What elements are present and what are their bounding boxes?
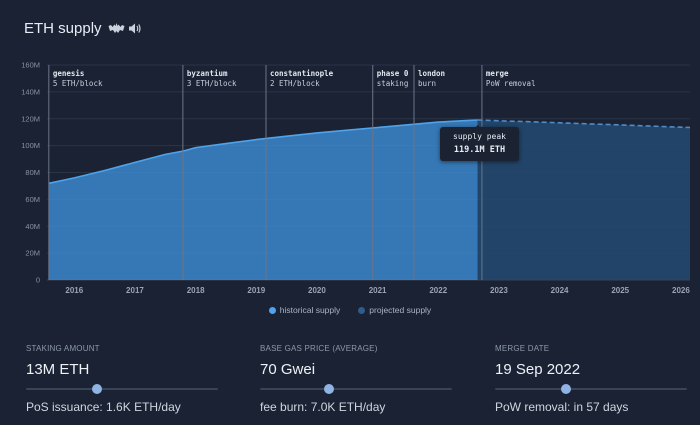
legend-projected-label: projected supply xyxy=(369,305,432,315)
y-tick-label: 60M xyxy=(25,195,40,204)
gas-price-value: 70 Gwei xyxy=(260,361,316,378)
gas-price-control: BASE GAS PRICE (AVERAGE) 70 Gwei fee bur… xyxy=(260,344,460,414)
fee-burn-note: fee burn: 7.0K ETH/day xyxy=(260,400,386,414)
bat-icon xyxy=(108,23,125,33)
annotation-subtitle: staking xyxy=(377,79,409,88)
chart-title-row: ETH supply xyxy=(24,20,142,37)
legend-historical[interactable]: historical supply xyxy=(268,305,341,315)
annotation-title: phase 0 xyxy=(377,69,409,78)
legend-historical-swatch xyxy=(268,306,276,314)
annotation-subtitle: 2 ETH/block xyxy=(270,79,320,88)
slider-track xyxy=(495,388,687,390)
x-tick-label: 2025 xyxy=(611,286,629,295)
annotation-subtitle: 3 ETH/block xyxy=(187,79,237,88)
slider-track xyxy=(26,388,218,390)
y-tick-label: 100M xyxy=(21,141,40,150)
annotation-title: merge xyxy=(486,69,509,78)
annotation-subtitle: 5 ETH/block xyxy=(53,79,103,88)
merge-date-label: MERGE DATE xyxy=(495,344,550,353)
projected-supply-line xyxy=(477,119,691,129)
y-tick-label: 0 xyxy=(36,276,40,285)
annotation-title: byzantium xyxy=(187,69,228,78)
annotation-subtitle: burn xyxy=(418,79,436,88)
merge-date-slider[interactable] xyxy=(495,384,687,394)
gas-price-slider[interactable] xyxy=(260,384,452,394)
gas-price-label: BASE GAS PRICE (AVERAGE) xyxy=(260,344,378,353)
x-tick-label: 2020 xyxy=(308,286,326,295)
staking-amount-label: STAKING AMOUNT xyxy=(26,344,100,353)
legend-projected[interactable]: projected supply xyxy=(358,305,431,315)
tooltip-label: supply peak xyxy=(453,132,506,141)
projected-supply-area xyxy=(477,120,690,280)
legend-historical-label: historical supply xyxy=(279,305,341,315)
x-tick-label: 2017 xyxy=(126,286,144,295)
x-tick-label: 2023 xyxy=(490,286,508,295)
y-tick-label: 20M xyxy=(25,249,40,258)
x-tick-label: 2026 xyxy=(672,286,690,295)
x-axis-ticks: 2016 2017 2018 2019 2020 2021 2022 2023 2024 2025… xyxy=(65,286,690,295)
x-tick-label: 2019 xyxy=(247,286,265,295)
y-tick-label: 140M xyxy=(21,87,40,96)
chart-areas xyxy=(48,119,691,280)
historical-supply-area xyxy=(48,120,478,280)
annotation-title: genesis xyxy=(53,69,85,78)
y-axis-ticks: 0 20M 40M 60M 80M 100M 120M 140M 160M xyxy=(21,61,40,285)
speaker-icon[interactable] xyxy=(128,22,142,35)
legend-projected-swatch xyxy=(358,306,366,314)
x-tick-label: 2016 xyxy=(65,286,83,295)
pow-removal-note: PoW removal: in 57 days xyxy=(495,400,629,414)
title-icons xyxy=(108,22,142,35)
chart-legend: historical supply projected supply xyxy=(0,305,700,315)
merge-date-value: 19 Sep 2022 xyxy=(495,361,581,378)
merge-date-control: MERGE DATE 19 Sep 2022 PoW removal: in 5… xyxy=(495,344,695,414)
pos-issuance-note: PoS issuance: 1.6K ETH/day xyxy=(26,400,181,414)
y-tick-label: 80M xyxy=(25,168,40,177)
staking-amount-value: 13M ETH xyxy=(26,361,90,378)
annotation-title: constantinople xyxy=(270,69,334,78)
y-tick-label: 40M xyxy=(25,222,40,231)
x-tick-label: 2018 xyxy=(187,286,205,295)
x-tick-label: 2024 xyxy=(551,286,569,295)
x-tick-label: 2021 xyxy=(369,286,387,295)
tooltip-value: 119.1M ETH xyxy=(453,145,506,155)
slider-thumb[interactable] xyxy=(324,384,335,394)
slider-thumb[interactable] xyxy=(92,384,103,394)
y-tick-label: 120M xyxy=(21,114,40,123)
staking-amount-slider[interactable] xyxy=(26,384,218,394)
slider-track xyxy=(260,388,452,390)
page-title: ETH supply xyxy=(24,20,102,37)
x-tick-label: 2022 xyxy=(429,286,447,295)
historical-supply-line xyxy=(48,119,478,185)
supply-peak-tooltip: supply peak 119.1M ETH xyxy=(440,127,519,161)
y-tick-label: 160M xyxy=(21,61,40,70)
staking-amount-control: STAKING AMOUNT 13M ETH PoS issuance: 1.6… xyxy=(26,344,226,414)
annotation-title: london xyxy=(418,69,445,78)
slider-thumb[interactable] xyxy=(561,384,572,394)
annotation-subtitle: PoW removal xyxy=(486,79,536,88)
